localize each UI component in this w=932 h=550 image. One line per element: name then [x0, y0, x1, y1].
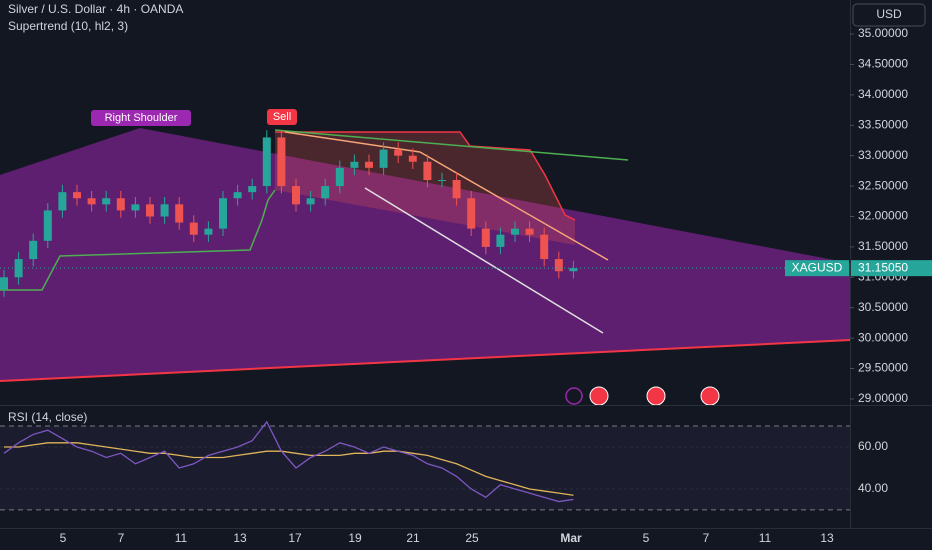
candle-body	[554, 259, 563, 272]
supertrend-fill	[275, 132, 575, 245]
y-tick-label: 34.50000	[858, 57, 908, 71]
candle-body	[350, 161, 359, 168]
x-tick-label: 25	[465, 531, 479, 545]
candle-body	[321, 186, 330, 199]
candle-body	[102, 198, 111, 205]
pattern-area	[0, 128, 850, 381]
event-icon[interactable]	[589, 386, 609, 406]
candle-body	[277, 137, 286, 187]
candle-body	[0, 277, 8, 290]
x-tick-label: 5	[60, 531, 67, 545]
candle-body	[87, 198, 96, 205]
candle-body	[438, 180, 446, 181]
price-axis	[850, 0, 932, 405]
event-icon[interactable]	[565, 387, 583, 405]
candle-body	[116, 198, 125, 211]
x-tick-label: 19	[348, 531, 362, 545]
symbol-tag	[785, 260, 849, 277]
rsi-band	[0, 426, 850, 510]
y-tick-label: 30.50000	[858, 300, 908, 314]
rsi-title: RSI (14, close)	[8, 410, 87, 424]
candle-body	[423, 161, 432, 180]
y-tick-label: 40.00	[858, 481, 888, 495]
rsi-ma-line	[4, 442, 574, 496]
y-tick-label: 35.00000	[858, 26, 908, 40]
x-tick-label: 11	[759, 531, 772, 545]
x-tick-label: 7	[703, 531, 710, 545]
x-tick-label: 21	[406, 531, 420, 545]
x-tick-label: 11	[175, 531, 188, 545]
trend-line	[284, 131, 421, 153]
candle-body	[160, 204, 169, 217]
candle-body	[175, 204, 184, 223]
candle-body	[335, 167, 344, 187]
price-label: 31.15050	[858, 260, 908, 274]
y-tick-label: 60.00	[858, 439, 888, 453]
y-tick-label: 31.50000	[858, 239, 908, 253]
candle-body	[248, 186, 257, 193]
y-tick-label: 33.50000	[858, 117, 908, 131]
x-tick-label: 5	[643, 531, 650, 545]
candle-body	[204, 228, 213, 235]
candle-body	[511, 228, 519, 235]
candle-body	[408, 155, 417, 162]
candle-body	[467, 198, 476, 229]
candle-body	[131, 204, 140, 211]
candle-body	[233, 192, 242, 199]
chart-subtitle: Supertrend (10, hl2, 3)	[8, 19, 128, 33]
event-icon[interactable]	[700, 386, 720, 406]
price-tag	[851, 260, 932, 277]
y-tick-label: 30.00000	[858, 330, 908, 344]
candle-body	[73, 192, 81, 199]
trend-line	[274, 129, 629, 161]
rsi-line	[3, 420, 574, 503]
y-tick-label: 32.00000	[858, 209, 908, 223]
y-tick-label: 29.00000	[858, 391, 908, 405]
candle-body	[306, 198, 315, 205]
candle-body	[146, 204, 154, 217]
candle-body	[219, 198, 227, 229]
currency: USD	[876, 7, 902, 21]
y-tick-label: 34.00000	[858, 87, 908, 101]
trend-line	[419, 151, 609, 261]
x-tick-label: Mar	[560, 531, 582, 545]
candle-body	[481, 228, 490, 247]
candle-body	[540, 234, 549, 260]
x-tick-label: 13	[820, 531, 834, 545]
symbol-label: XAGUSD	[792, 260, 843, 274]
supertrend-down	[275, 131, 576, 221]
neckline	[0, 339, 851, 382]
y-tick-label: 33.00000	[858, 148, 908, 162]
supertrend-up	[0, 189, 276, 291]
candle-body	[525, 228, 534, 235]
candle-body	[14, 259, 23, 278]
event-icon[interactable]	[646, 386, 666, 406]
x-tick-label: 17	[288, 531, 302, 545]
candle-body	[394, 149, 403, 156]
candle-body	[569, 268, 578, 272]
candle-body	[292, 186, 300, 205]
currency-button[interactable]	[852, 3, 926, 27]
candle-body	[189, 222, 198, 235]
x-tick-label: 7	[118, 531, 125, 545]
candle-body	[496, 234, 505, 247]
candle-body	[58, 192, 67, 211]
candle-body	[452, 180, 461, 199]
y-tick-label: 29.50000	[858, 361, 908, 375]
annotation: Right Shoulder	[105, 112, 178, 124]
chart-title: Silver / U.S. Dollar · 4h · OANDA	[8, 2, 183, 16]
candle-body	[29, 240, 38, 260]
annotation: Sell	[273, 111, 291, 123]
candle-body	[43, 210, 52, 241]
trend-line	[364, 187, 604, 334]
candle-body	[365, 161, 373, 168]
label-box	[91, 110, 191, 126]
x-tick-label: 13	[233, 531, 247, 545]
candle-body	[262, 137, 271, 187]
y-tick-label: 32.50000	[858, 178, 908, 192]
candle-body	[379, 149, 388, 168]
label-box	[267, 109, 297, 125]
